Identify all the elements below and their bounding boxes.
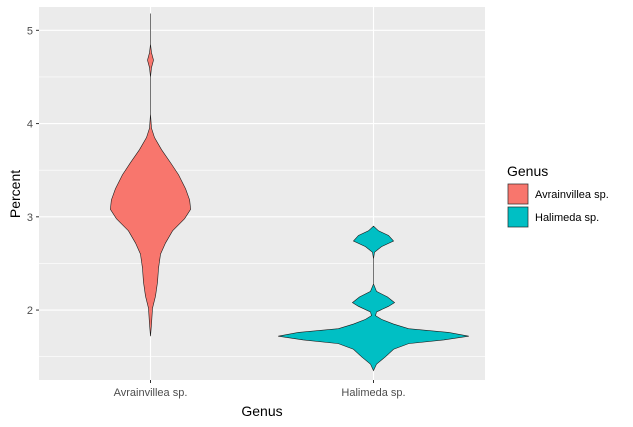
y-tick-label: 5 (27, 25, 33, 37)
legend-swatch (507, 183, 529, 205)
x-axis: Avrainvillea sp. Halimeda sp. (114, 380, 406, 399)
minor-gridlines (39, 76, 485, 357)
violin-halimeda-sp (278, 225, 469, 372)
legend-swatch (507, 206, 529, 228)
legend-label: Avrainvillea sp. (535, 189, 609, 201)
violin-avrainvillea-sp (110, 13, 191, 337)
y-axis-title: Percent (7, 170, 23, 218)
y-tick-label: 3 (27, 212, 33, 224)
plot-panel (39, 7, 485, 380)
legend-label: Halimeda sp. (535, 212, 599, 224)
y-tick-label: 4 (27, 119, 33, 131)
y-axis: 2 3 4 5 (27, 25, 39, 317)
legend: Genus Avrainvillea sp. Halimeda sp. (507, 163, 609, 228)
y-tick-label: 2 (27, 305, 33, 317)
legend-title: Genus (507, 163, 548, 179)
x-tick-label: Halimeda sp. (341, 387, 405, 399)
x-tick-label: Avrainvillea sp. (114, 387, 188, 399)
violins (110, 13, 469, 372)
x-axis-title: Genus (241, 403, 282, 419)
